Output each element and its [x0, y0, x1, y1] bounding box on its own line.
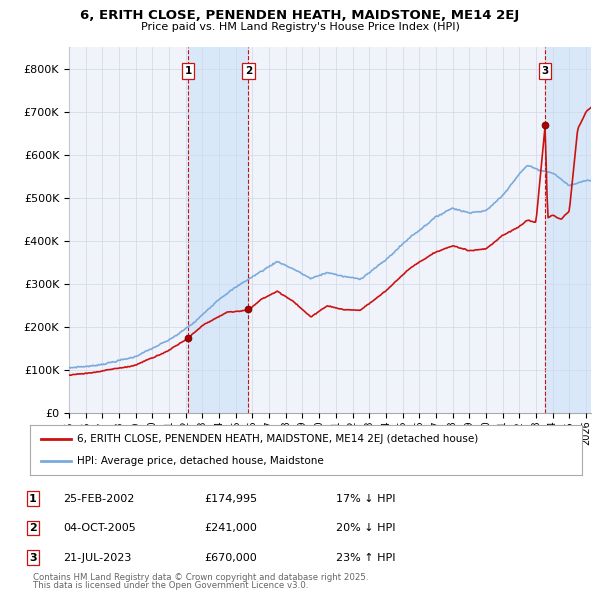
- Text: 25-FEB-2002: 25-FEB-2002: [63, 494, 134, 503]
- Text: 1: 1: [184, 66, 192, 76]
- Text: 23% ↑ HPI: 23% ↑ HPI: [336, 553, 395, 562]
- Text: 6, ERITH CLOSE, PENENDEN HEATH, MAIDSTONE, ME14 2EJ: 6, ERITH CLOSE, PENENDEN HEATH, MAIDSTON…: [80, 9, 520, 22]
- Text: Price paid vs. HM Land Registry's House Price Index (HPI): Price paid vs. HM Land Registry's House …: [140, 22, 460, 32]
- Text: HPI: Average price, detached house, Maidstone: HPI: Average price, detached house, Maid…: [77, 456, 323, 466]
- Text: £174,995: £174,995: [204, 494, 257, 503]
- Text: 04-OCT-2005: 04-OCT-2005: [63, 523, 136, 533]
- Text: 17% ↓ HPI: 17% ↓ HPI: [336, 494, 395, 503]
- Text: 1: 1: [29, 494, 37, 503]
- Text: 3: 3: [29, 553, 37, 562]
- Text: Contains HM Land Registry data © Crown copyright and database right 2025.: Contains HM Land Registry data © Crown c…: [33, 572, 368, 582]
- Bar: [188, 47, 248, 413]
- Text: 2: 2: [29, 523, 37, 533]
- Text: 20% ↓ HPI: 20% ↓ HPI: [336, 523, 395, 533]
- Text: £670,000: £670,000: [204, 553, 257, 562]
- Text: 21-JUL-2023: 21-JUL-2023: [63, 553, 131, 562]
- Text: 6, ERITH CLOSE, PENENDEN HEATH, MAIDSTONE, ME14 2EJ (detached house): 6, ERITH CLOSE, PENENDEN HEATH, MAIDSTON…: [77, 434, 478, 444]
- Text: This data is licensed under the Open Government Licence v3.0.: This data is licensed under the Open Gov…: [33, 581, 308, 590]
- Text: 2: 2: [245, 66, 252, 76]
- Text: 3: 3: [542, 66, 549, 76]
- Text: £241,000: £241,000: [204, 523, 257, 533]
- Bar: [545, 47, 591, 413]
